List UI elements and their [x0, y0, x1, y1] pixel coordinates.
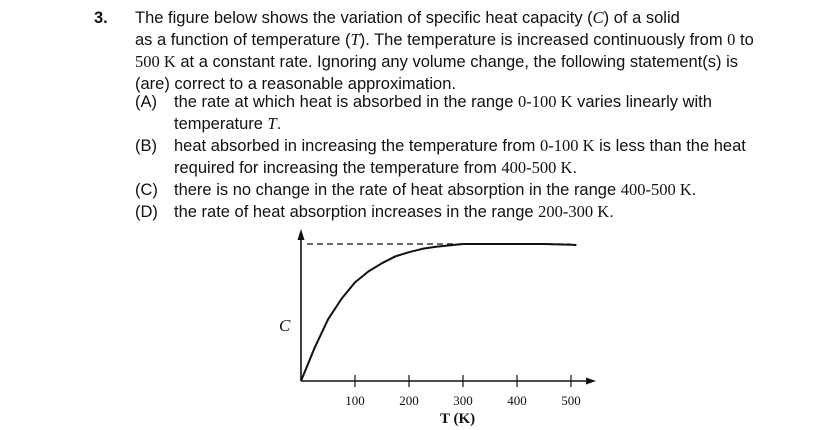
text-segment: . — [276, 115, 282, 133]
text-segment: . — [609, 203, 614, 221]
math-value: 0-100 K — [517, 92, 573, 111]
text-segment: the rate at which heat is absorbed in th… — [174, 93, 518, 111]
math-value: 400-500 K — [501, 158, 573, 177]
y-axis-arrow — [297, 229, 305, 240]
x-tick-label: 500 — [561, 393, 581, 408]
option-line: there is no change in the rate of heat a… — [174, 179, 696, 201]
stem-line: (are) correct to a reasonable approximat… — [135, 73, 775, 95]
option-line: heat absorbed in increasing the temperat… — [174, 135, 746, 157]
option-label: (C) — [135, 181, 158, 199]
text-segment: The figure below shows the variation of … — [135, 9, 593, 27]
x-axis-arrow — [586, 377, 596, 385]
math-variable: C — [592, 8, 604, 27]
text-segment: ) of a solid — [603, 9, 680, 27]
option-label: (B) — [135, 137, 157, 155]
math-variable: T — [267, 114, 277, 133]
x-tick-label: 200 — [399, 393, 419, 408]
option-label: (A) — [135, 93, 157, 111]
text-segment: to — [735, 31, 754, 49]
text-segment: . — [691, 181, 697, 199]
option-label: (D) — [135, 203, 158, 221]
x-tick-label: 400 — [507, 393, 527, 408]
stem-line: as a function of temperature (T). The te… — [135, 29, 775, 51]
text-segment: heat absorbed in increasing the temperat… — [174, 137, 540, 155]
text-segment: there is no change in the rate of heat a… — [174, 181, 621, 199]
math-variable: T — [350, 30, 360, 49]
x-tick-label: 100 — [345, 393, 365, 408]
text-segment: required for increasing the temperature … — [174, 159, 502, 177]
option-text: the rate at which heat is absorbed in th… — [174, 91, 712, 135]
option-line: the rate at which heat is absorbed in th… — [174, 91, 712, 113]
x-tick-label: 300 — [453, 393, 473, 408]
option-line: temperature T. — [174, 113, 712, 135]
option-text: heat absorbed in increasing the temperat… — [174, 135, 746, 179]
math-value: 0 — [727, 30, 736, 49]
specific-heat-curve — [300, 243, 577, 382]
text-segment: . — [572, 159, 578, 177]
text-segment: is less than the heat — [594, 137, 746, 155]
option-text: the rate of heat absorption increases in… — [174, 201, 614, 223]
x-axis-label: T (K) — [440, 411, 476, 427]
text-segment: temperature — [174, 115, 268, 133]
stem-line: 500 K at a constant rate. Ignoring any v… — [135, 51, 775, 73]
math-value: 0-100 K — [539, 136, 595, 155]
question-number: 3. — [94, 9, 108, 27]
text-segment: at a constant rate. Ignoring any volume … — [175, 53, 739, 71]
text-segment: as a function of temperature ( — [135, 31, 351, 49]
math-value: 200-300 K — [538, 202, 610, 221]
text-segment: the rate of heat absorption increases in… — [174, 203, 539, 221]
text-segment: varies linearly with — [572, 93, 712, 111]
text-segment: ). The temperature is increased continuo… — [359, 31, 728, 49]
stem-line: The figure below shows the variation of … — [135, 7, 775, 29]
math-value: 400-500 K — [620, 180, 692, 199]
option-line: required for increasing the temperature … — [174, 157, 746, 179]
option-line: the rate of heat absorption increases in… — [174, 201, 614, 223]
question-stem: The figure below shows the variation of … — [135, 7, 775, 95]
text-segment: (are) correct to a reasonable approximat… — [135, 75, 456, 93]
math-value: 500 K — [135, 52, 176, 71]
option-text: there is no change in the rate of heat a… — [174, 179, 696, 201]
y-axis-label: C — [279, 316, 291, 335]
